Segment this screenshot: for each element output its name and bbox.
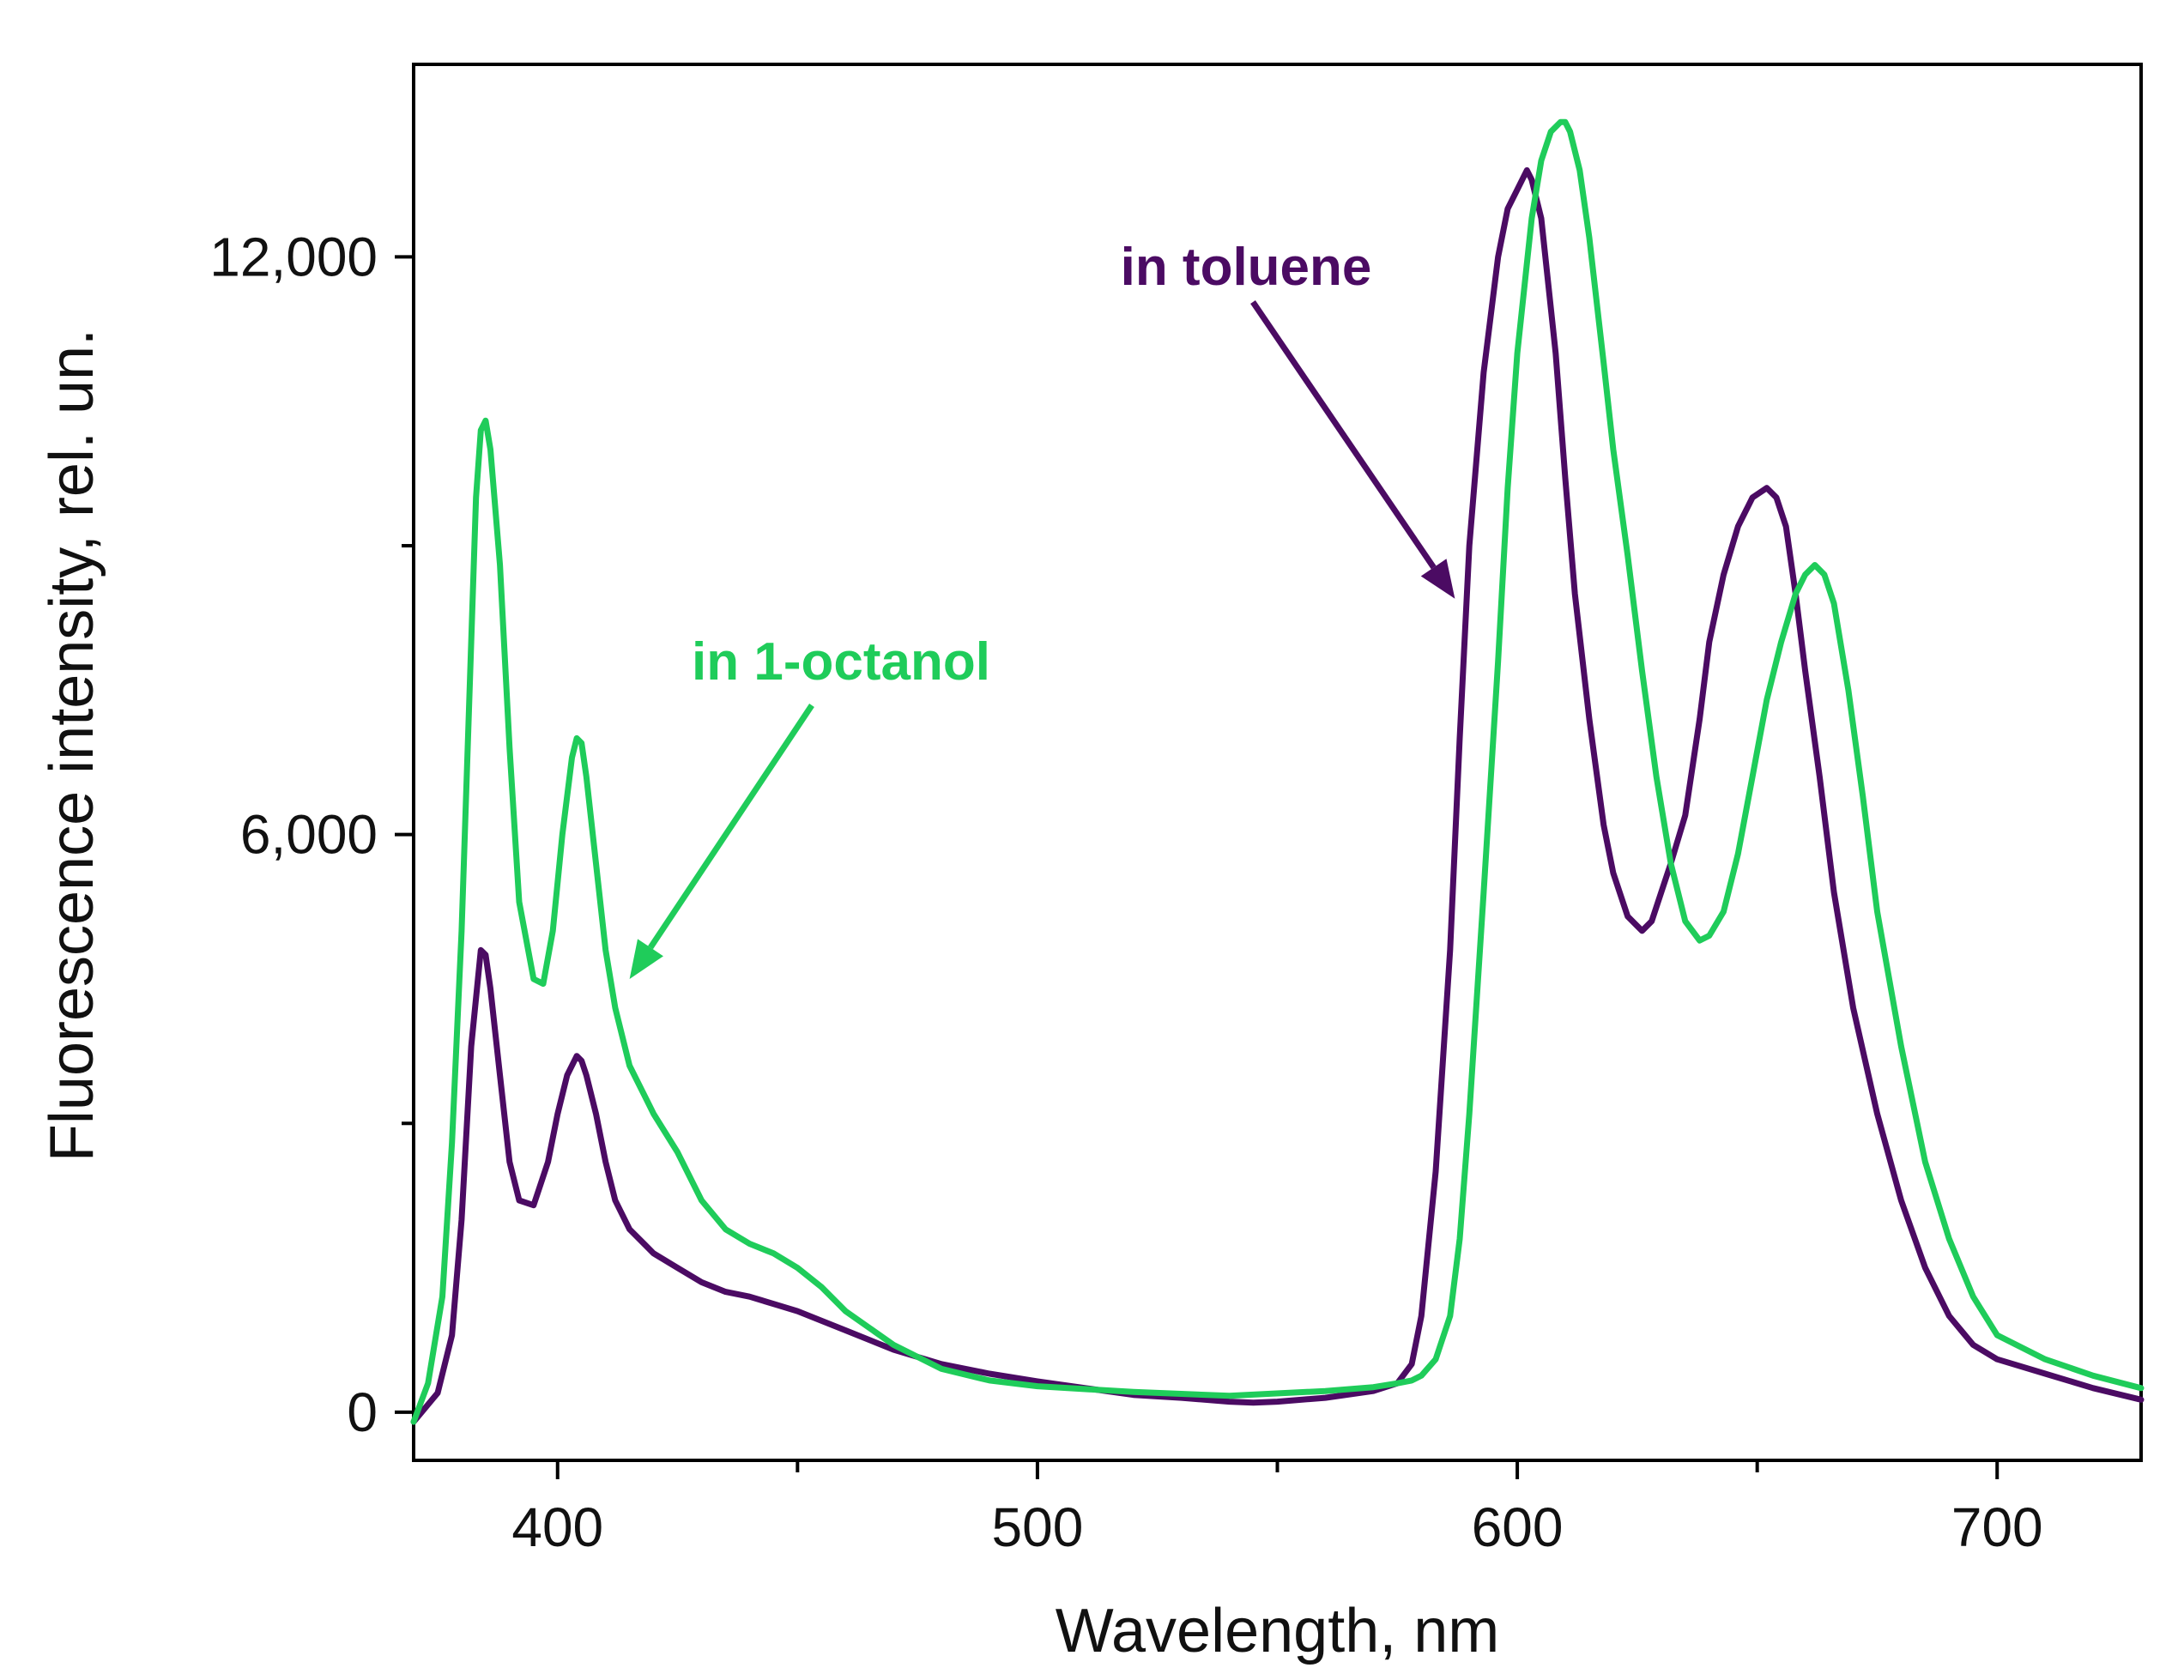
x-tick-label: 700 [1951, 1496, 2043, 1558]
annotation-arrow-head [1420, 559, 1455, 599]
x-tick-label: 400 [511, 1496, 603, 1558]
annotation-arrow-shaft [648, 704, 814, 950]
x-tick-label: 600 [1472, 1496, 1564, 1558]
annotation-arrow-head [629, 939, 663, 979]
annotation-arrow-shaft [1250, 300, 1437, 570]
y-tick-label: 0 [347, 1381, 378, 1443]
annotations-group: in toluene in 1-octanol [629, 238, 1455, 979]
series-group [410, 118, 2145, 1425]
annotation-label: in toluene [1121, 238, 1372, 297]
series-line-in-toluene [410, 166, 2145, 1425]
y-axis-label: Fluorescence intensity, rel. un. [38, 329, 106, 1162]
annotation-label: in 1-octanol [692, 632, 990, 692]
x-tick-label: 500 [992, 1496, 1084, 1558]
y-tick-label: 6,000 [240, 804, 378, 866]
x-axis-label: Wavelength, nm [1056, 1597, 1500, 1665]
y-tick-label: 12,000 [209, 226, 378, 287]
ticks-group: 400 500 600 700 0 6,000 12,000 [209, 226, 2042, 1558]
series-line-in-1-octanol [410, 118, 2145, 1425]
